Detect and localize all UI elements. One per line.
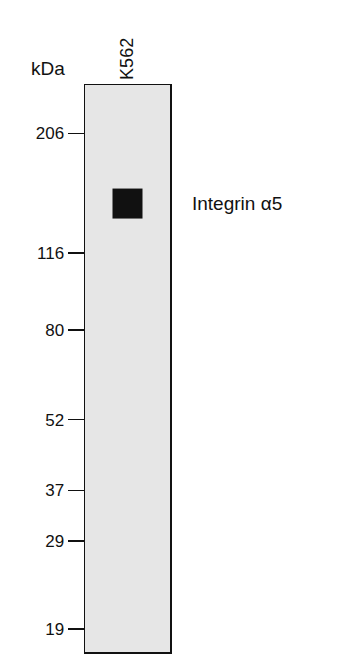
svg-text:37: 37 bbox=[45, 481, 64, 500]
svg-text:29: 29 bbox=[45, 532, 64, 551]
svg-text:116: 116 bbox=[37, 244, 64, 263]
svg-text:80: 80 bbox=[45, 321, 64, 340]
svg-text:206: 206 bbox=[36, 124, 64, 143]
svg-text:Integrin α5: Integrin α5 bbox=[192, 193, 282, 214]
svg-text:K562: K562 bbox=[117, 38, 137, 80]
svg-text:19: 19 bbox=[45, 620, 64, 639]
svg-text:52: 52 bbox=[45, 411, 64, 430]
svg-text:kDa: kDa bbox=[31, 58, 65, 79]
